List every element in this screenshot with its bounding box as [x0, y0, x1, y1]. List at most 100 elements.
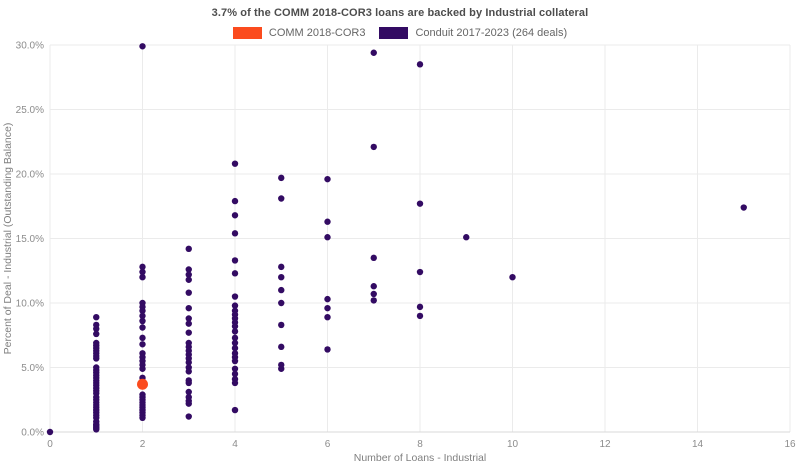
data-point-conduit-2017-2023-264-deals — [139, 414, 146, 422]
data-point-conduit-2017-2023-264-deals — [278, 365, 285, 372]
data-point-conduit-2017-2023-264-deals — [139, 365, 146, 372]
data-point-conduit-2017-2023-264-deals — [231, 270, 239, 277]
data-point-conduit-2017-2023-264-deals — [231, 406, 239, 414]
data-point-conduit-2017-2023-264-deals — [231, 370, 239, 378]
y-tick-label: 10.0% — [16, 299, 44, 310]
data-point-conduit-2017-2023-264-deals — [139, 312, 146, 320]
y-tick-label: 25.0% — [16, 105, 44, 116]
data-point-conduit-2017-2023-264-deals — [370, 143, 377, 151]
chart-title: 3.7% of the COMM 2018-COR3 loans are bac… — [211, 7, 589, 19]
data-point-conduit-2017-2023-264-deals — [278, 274, 285, 281]
legend: COMM 2018-COR3 Conduit 2017-2023 (264 de… — [0, 27, 800, 39]
data-point-conduit-2017-2023-264-deals — [139, 43, 146, 50]
data-point-conduit-2017-2023-264-deals — [185, 359, 192, 366]
data-point-conduit-2017-2023-264-deals — [463, 234, 470, 241]
data-point-conduit-2017-2023-264-deals — [139, 341, 146, 348]
y-tick-label: 20.0% — [16, 170, 44, 181]
data-point-conduit-2017-2023-264-deals — [231, 339, 239, 347]
data-point-conduit-2017-2023-264-deals — [139, 334, 146, 342]
data-point-conduit-2017-2023-264-deals — [93, 313, 100, 321]
data-point-conduit-2017-2023-264-deals — [370, 290, 377, 298]
data-point-conduit-2017-2023-264-deals — [185, 320, 192, 327]
x-tick-label: 12 — [599, 439, 611, 450]
data-point-conduit-2017-2023-264-deals — [185, 304, 192, 312]
data-point-conduit-2017-2023-264-deals — [278, 299, 285, 307]
legend-swatch-conduit — [379, 27, 409, 39]
data-point-conduit-2017-2023-264-deals — [231, 323, 239, 330]
legend-label-conduit: Conduit 2017-2023 (264 deals) — [415, 27, 568, 39]
legend-swatch-comm-2018-cor3 — [232, 27, 262, 39]
x-tick-label: 0 — [47, 439, 53, 450]
data-point-conduit-2017-2023-264-deals — [416, 61, 424, 68]
data-point-conduit-2017-2023-264-deals — [93, 330, 100, 338]
data-point-conduit-2017-2023-264-deals — [185, 289, 192, 296]
data-point-conduit-2017-2023-264-deals — [185, 315, 192, 322]
data-point-conduit-2017-2023-264-deals — [231, 293, 239, 300]
y-tick-label: 30.0% — [16, 41, 44, 52]
legend-label-comm-2018-cor3: COMM 2018-COR3 — [268, 27, 366, 39]
data-point-conduit-2017-2023-264-deals — [370, 49, 377, 56]
y-tick-label: 15.0% — [16, 234, 44, 245]
data-point-conduit-2017-2023-264-deals — [416, 312, 424, 320]
data-point-conduit-2017-2023-264-deals — [416, 303, 424, 311]
data-point-conduit-2017-2023-264-deals — [324, 175, 331, 183]
data-point-conduit-2017-2023-264-deals — [231, 230, 239, 237]
data-point-conduit-2017-2023-264-deals — [324, 218, 331, 225]
data-point-conduit-2017-2023-264-deals — [185, 266, 192, 273]
x-tick-label: 6 — [325, 439, 331, 450]
data-point-conduit-2017-2023-264-deals — [231, 357, 239, 365]
data-point-conduit-2017-2023-264-deals — [370, 283, 377, 290]
data-point-conduit-2017-2023-264-deals — [231, 160, 239, 167]
data-point-conduit-2017-2023-264-deals — [509, 274, 516, 281]
data-point-conduit-2017-2023-264-deals — [370, 297, 377, 304]
data-point-conduit-2017-2023-264-deals — [324, 304, 331, 312]
data-point-conduit-2017-2023-264-deals — [278, 263, 285, 271]
data-point-conduit-2017-2023-264-deals — [139, 307, 146, 314]
data-point-conduit-2017-2023-264-deals — [278, 321, 285, 329]
y-tick-label: 5.0% — [21, 363, 44, 374]
data-point-conduit-2017-2023-264-deals — [139, 263, 146, 271]
data-point-conduit-2017-2023-264-deals — [278, 343, 285, 351]
data-point-conduit-2017-2023-264-deals — [231, 197, 239, 205]
data-point-conduit-2017-2023-264-deals — [185, 271, 192, 278]
data-point-conduit-2017-2023-264-deals — [185, 329, 192, 336]
x-tick-label: 8 — [417, 439, 423, 450]
x-tick-label: 2 — [140, 439, 146, 450]
data-point-conduit-2017-2023-264-deals — [370, 254, 377, 262]
legend-item-conduit[interactable]: Conduit 2017-2023 (264 deals) — [379, 27, 567, 39]
data-point-conduit-2017-2023-264-deals — [324, 346, 331, 353]
x-axis-title: Number of Loans - Industrial — [354, 452, 486, 464]
data-point-conduit-2017-2023-264-deals — [185, 388, 192, 396]
data-point-conduit-2017-2023-264-deals — [740, 204, 747, 211]
data-point-conduit-2017-2023-264-deals — [324, 295, 331, 303]
data-point-conduit-2017-2023-264-deals — [93, 325, 100, 332]
data-point-conduit-2017-2023-264-deals — [139, 324, 146, 331]
data-point-conduit-2017-2023-264-deals — [231, 379, 239, 387]
x-tick-label: 4 — [232, 439, 238, 450]
data-point-conduit-2017-2023-264-deals — [278, 286, 285, 294]
data-point-conduit-2017-2023-264-deals — [46, 428, 54, 436]
data-point-comm-2018-cor3 — [137, 378, 148, 390]
x-tick-label: 16 — [784, 439, 796, 450]
data-point-conduit-2017-2023-264-deals — [231, 328, 239, 335]
data-point-conduit-2017-2023-264-deals — [139, 274, 146, 281]
data-point-conduit-2017-2023-264-deals — [231, 334, 239, 342]
data-point-conduit-2017-2023-264-deals — [231, 365, 239, 372]
y-tick-label: 0.0% — [21, 428, 44, 439]
data-point-conduit-2017-2023-264-deals — [93, 426, 100, 433]
data-point-conduit-2017-2023-264-deals — [185, 245, 192, 253]
data-point-conduit-2017-2023-264-deals — [231, 257, 239, 264]
legend-item-comm-2018-cor3[interactable]: COMM 2018-COR3 — [232, 27, 366, 39]
data-point-conduit-2017-2023-264-deals — [416, 200, 424, 207]
data-point-conduit-2017-2023-264-deals — [416, 268, 424, 276]
y-axis-title: Percent of Deal - Industrial (Outstandin… — [2, 123, 14, 355]
data-point-conduit-2017-2023-264-deals — [139, 268, 146, 276]
x-tick-label: 14 — [692, 439, 704, 450]
x-tick-label: 10 — [507, 439, 519, 450]
data-point-conduit-2017-2023-264-deals — [278, 174, 285, 182]
data-point-conduit-2017-2023-264-deals — [185, 413, 192, 420]
data-point-conduit-2017-2023-264-deals — [231, 344, 239, 352]
data-point-conduit-2017-2023-264-deals — [324, 313, 331, 321]
